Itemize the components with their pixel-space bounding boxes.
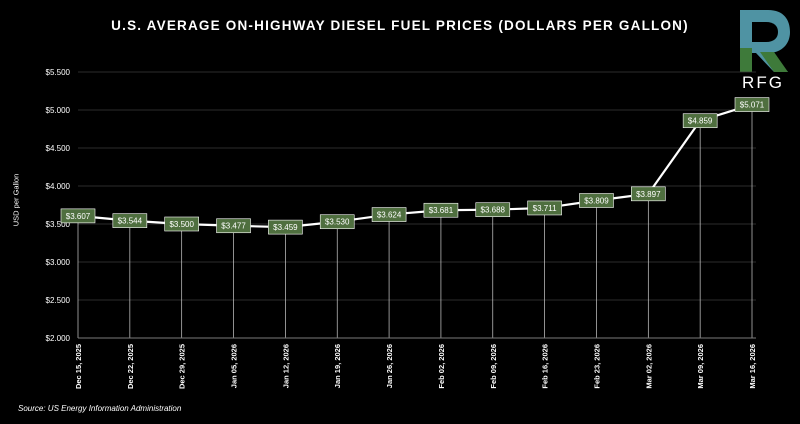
data-label-box xyxy=(734,97,770,112)
data-label-box xyxy=(527,200,562,216)
x-tick-label: Dec 15, 2025 xyxy=(74,344,83,389)
y-tick-label: $5.500 xyxy=(46,68,71,77)
x-tick-label: Feb 23, 2026 xyxy=(592,344,601,389)
y-tick-label: $2.000 xyxy=(46,334,71,343)
data-label: $3.897 xyxy=(636,190,661,199)
y-tick-label: $4.500 xyxy=(46,144,71,153)
series-line xyxy=(77,103,753,229)
x-tick-label: Dec 22, 2025 xyxy=(126,344,135,389)
x-tick-label: Jan 12, 2026 xyxy=(281,344,290,388)
data-label-box xyxy=(268,219,303,235)
data-label: $3.688 xyxy=(481,206,506,215)
data-label-box xyxy=(216,218,251,234)
data-label-box xyxy=(112,213,148,228)
data-label-box xyxy=(423,202,459,218)
chart-title: U.S. AVERAGE ON-HIGHWAY DIESEL FUEL PRIC… xyxy=(111,18,689,33)
data-label: $3.500 xyxy=(169,220,194,229)
x-tick-label: Mar 02, 2026 xyxy=(644,344,653,389)
x-tick-label: Feb 09, 2026 xyxy=(489,344,498,389)
rfg-logo-icon xyxy=(740,10,790,72)
data-label: $3.711 xyxy=(533,204,557,213)
y-tick-label: $4.000 xyxy=(46,182,71,191)
data-label-box xyxy=(319,214,355,230)
data-label-box xyxy=(579,193,614,208)
rfg-logo-text: RFG xyxy=(742,73,784,92)
data-label: $3.681 xyxy=(429,206,454,215)
y-tick-label: $3.000 xyxy=(46,258,71,267)
data-label-box xyxy=(371,207,407,222)
data-label: $3.477 xyxy=(221,222,246,231)
y-tick-label: $5.000 xyxy=(46,106,71,115)
data-label-box xyxy=(60,208,96,224)
data-label: $5.071 xyxy=(740,101,765,110)
data-label: $3.544 xyxy=(118,217,143,226)
x-tick-label: Jan 19, 2026 xyxy=(333,344,342,388)
data-label: $3.530 xyxy=(325,218,350,227)
source-note: Source: US Energy Information Administra… xyxy=(18,404,182,413)
data-label-box xyxy=(164,216,199,232)
x-tick-label: Jan 05, 2026 xyxy=(230,344,239,388)
data-label: $3.624 xyxy=(377,211,402,220)
data-label: $4.859 xyxy=(688,117,713,126)
x-tick-label: Mar 16, 2026 xyxy=(748,344,757,389)
y-tick-label: $2.500 xyxy=(46,296,71,305)
data-label: $3.607 xyxy=(66,212,91,221)
x-tick-label: Mar 09, 2026 xyxy=(696,344,705,389)
x-tick-label: Feb 02, 2026 xyxy=(437,344,446,389)
data-label: $3.809 xyxy=(584,197,609,206)
x-tick-label: Jan 26, 2026 xyxy=(385,344,394,388)
data-label-box xyxy=(475,202,511,218)
data-label-box xyxy=(631,186,666,202)
y-tick-label: $3.500 xyxy=(46,220,71,229)
data-label-box xyxy=(682,113,718,129)
x-tick-label: Feb 16, 2026 xyxy=(541,344,550,389)
data-label: $3.459 xyxy=(273,223,298,232)
x-tick-label: Dec 29, 2025 xyxy=(178,344,187,389)
